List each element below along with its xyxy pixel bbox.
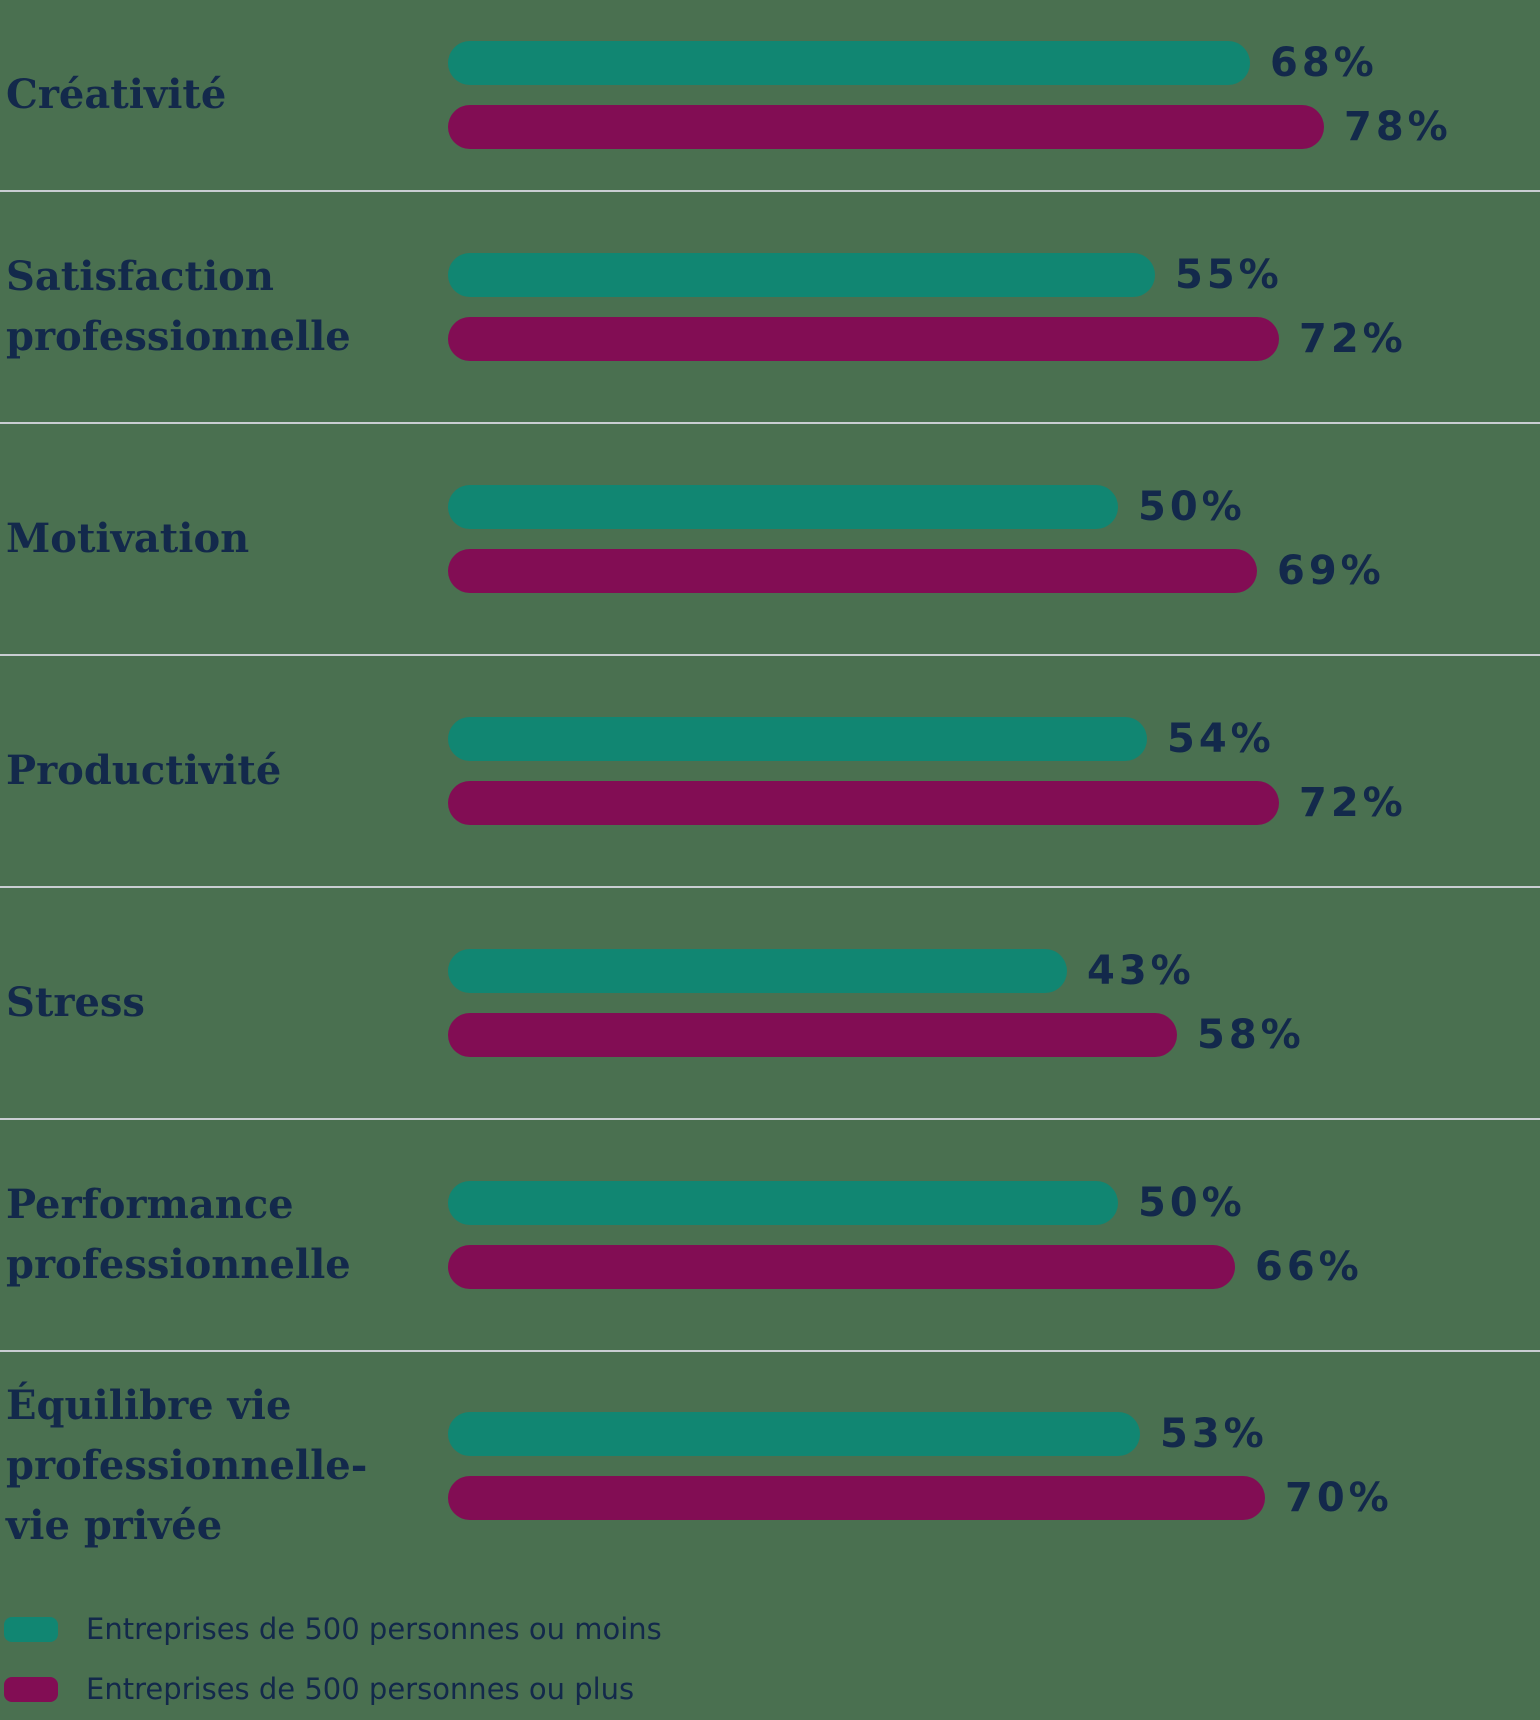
bar-line: 70%	[448, 1475, 1540, 1521]
bar-line: 50%	[448, 1180, 1540, 1226]
legend-swatch	[4, 1616, 58, 1642]
bar-larger-companies	[448, 781, 1279, 825]
bar-smaller-companies	[448, 41, 1250, 85]
bar-smaller-companies	[448, 717, 1147, 761]
bar-smaller-companies	[448, 253, 1155, 297]
value-label: 55%	[1175, 252, 1283, 298]
category-bars: 68% 78%	[448, 40, 1540, 150]
legend-label: Entreprises de 500 personnes ou plus	[86, 1672, 635, 1706]
value-label: 58%	[1197, 1012, 1305, 1058]
category-label: Satisfaction professionnelle	[6, 253, 351, 360]
category-bars: 54% 72%	[448, 716, 1540, 826]
bar-line: 78%	[448, 104, 1540, 150]
bar-larger-companies	[448, 549, 1257, 593]
value-label: 54%	[1167, 716, 1275, 762]
category-bars: 50% 66%	[448, 1180, 1540, 1290]
value-label: 43%	[1087, 948, 1195, 994]
bar-line: 54%	[448, 716, 1540, 762]
value-label: 50%	[1138, 484, 1246, 530]
category-label: Performance professionnelle	[6, 1181, 351, 1288]
category-label: Motivation	[6, 515, 250, 562]
bar-line: 72%	[448, 780, 1540, 826]
value-label: 68%	[1270, 40, 1378, 86]
bar-line: 50%	[448, 484, 1540, 530]
value-label: 53%	[1160, 1411, 1268, 1457]
chart-legend: Entreprises de 500 personnes ou moins Ent…	[0, 1612, 1540, 1706]
bar-larger-companies	[448, 1476, 1265, 1520]
bar-larger-companies	[448, 1013, 1177, 1057]
category-label: Stress	[6, 979, 145, 1026]
bar-smaller-companies	[448, 1181, 1118, 1225]
category-label: Créativité	[6, 71, 227, 118]
legend-item: Entreprises de 500 personnes ou moins	[4, 1612, 1540, 1646]
chart-rows: Créativité 68% 78% Satisfaction professionn…	[0, 0, 1540, 1580]
value-label: 78%	[1344, 104, 1452, 150]
bar-smaller-companies	[448, 1412, 1140, 1456]
bar-line: 43%	[448, 948, 1540, 994]
category-bars: 53% 70%	[448, 1411, 1540, 1521]
category-bars: 43% 58%	[448, 948, 1540, 1058]
legend-swatch	[4, 1676, 58, 1702]
category-bars: 50% 69%	[448, 484, 1540, 594]
category-row: Performance professionnelle 50% 66%	[0, 1118, 1540, 1350]
bar-line: 55%	[448, 252, 1540, 298]
bar-smaller-companies	[448, 485, 1118, 529]
legend-item: Entreprises de 500 personnes ou plus	[4, 1672, 1540, 1706]
category-label: Productivité	[6, 747, 282, 794]
category-row: Motivation 50% 69%	[0, 422, 1540, 654]
category-row: Productivité 54% 72%	[0, 654, 1540, 886]
category-row: Créativité 68% 78%	[0, 0, 1540, 190]
category-bars: 55% 72%	[448, 252, 1540, 362]
bar-line: 53%	[448, 1411, 1540, 1457]
value-label: 72%	[1299, 316, 1407, 362]
value-label: 70%	[1285, 1475, 1393, 1521]
bar-line: 68%	[448, 40, 1540, 86]
category-row: Satisfaction professionnelle 55% 72%	[0, 190, 1540, 422]
category-row: Équilibre vie professionnelle-vie privée…	[0, 1350, 1540, 1580]
value-label: 72%	[1299, 780, 1407, 826]
bar-line: 58%	[448, 1012, 1540, 1058]
value-label: 66%	[1255, 1244, 1363, 1290]
bar-larger-companies	[448, 105, 1324, 149]
bar-line: 72%	[448, 316, 1540, 362]
bar-larger-companies	[448, 317, 1279, 361]
bar-larger-companies	[448, 1245, 1235, 1289]
bar-line: 69%	[448, 548, 1540, 594]
bar-line: 66%	[448, 1244, 1540, 1290]
bar-smaller-companies	[448, 949, 1067, 993]
category-label: Équilibre vie professionnelle-vie privée	[6, 1382, 368, 1549]
value-label: 50%	[1138, 1180, 1246, 1226]
legend-label: Entreprises de 500 personnes ou moins	[86, 1612, 662, 1646]
value-label: 69%	[1277, 548, 1385, 594]
category-row: Stress 43% 58%	[0, 886, 1540, 1118]
